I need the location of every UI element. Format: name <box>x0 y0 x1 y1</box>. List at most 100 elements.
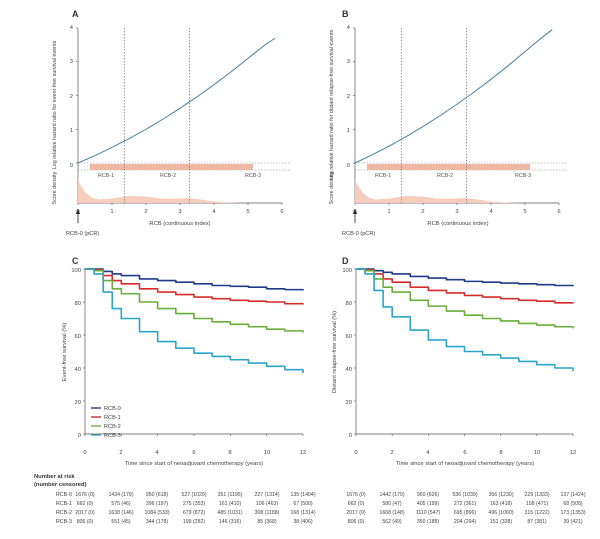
risk-cell-d: 1676 (0) <box>346 492 366 498</box>
panel-c-ytick-0: 0 <box>78 433 81 439</box>
panel-c-ytick-100: 100 <box>71 268 81 274</box>
panel-c-xtick-2: 2 <box>119 450 122 456</box>
risk-cell-c: 1676 (0) <box>75 492 95 498</box>
panel-a-hazard-curve <box>77 37 276 164</box>
panel-b-xtick-1: 1 <box>387 209 390 215</box>
risk-cell-c: 806 (0) <box>77 519 94 525</box>
legend-label-rcb0: RCB-0 <box>104 406 121 412</box>
panel-d-ylabel: Distant relapse-free survival (%) <box>332 311 338 394</box>
risk-cell-c: 146 (316) <box>219 519 241 525</box>
panel-d-curve-rcb2 <box>356 268 574 329</box>
panel-a-xtick-1: 1 <box>110 209 113 215</box>
risk-cell-d: 68 (508) <box>563 501 583 507</box>
risk-cell-c: 2017 (0) <box>75 510 95 516</box>
panel-b-ytick-3: 3 <box>347 59 350 65</box>
panel-a-score-density <box>78 178 242 203</box>
panel-a-xtick-2: 2 <box>144 209 147 215</box>
risk-cell-c: 85 (368) <box>257 519 277 525</box>
panel-b-xlabel: RCB (continuous index) <box>427 221 488 227</box>
risk-cell-c: 485 (1031) <box>217 510 242 516</box>
risk-cell-c: 1084 (533) <box>144 510 169 516</box>
risk-row-label-rcb2: RCB-2 <box>56 510 72 516</box>
panel-d-curve-rcb1 <box>356 268 574 304</box>
risk-cell-c: 551 (45) <box>111 519 131 525</box>
panel-c-curve-rcb0 <box>85 268 304 291</box>
panel-d-ytick-80: 80 <box>346 301 352 307</box>
risk-cell-d: 806 (0) <box>348 519 365 525</box>
risk-cell-c: 527 (1029) <box>181 492 206 498</box>
panel-c-ytick-80: 80 <box>75 301 81 307</box>
panel-c-xtick-4: 4 <box>155 450 159 456</box>
risk-cell-d: 137 (1424) <box>560 492 585 498</box>
risk-cell-d: 356 (1230) <box>488 492 513 498</box>
panel-c-ytick-60: 60 <box>75 334 81 340</box>
panel-a-ytick-4: 4 <box>70 25 74 31</box>
panel-d-xtick-labels: 0 2 4 6 8 10 12 <box>354 450 576 456</box>
panel-d-xtick-12: 12 <box>570 450 576 456</box>
panel-d: D Distant relapse-free survival (%) Time… <box>332 256 576 467</box>
risk-cell-d: 1668 (148) <box>379 510 404 516</box>
panel-d-ytick-40: 40 <box>346 367 352 373</box>
panel-a-rcb-band <box>89 164 254 170</box>
risk-cell-d: 272 (361) <box>454 501 476 507</box>
risk-table-title: Number at risk <box>34 474 75 480</box>
panel-b-xtick-2: 2 <box>421 209 424 215</box>
panel-c-xlabel: Time since start of neoadjuvant chemothe… <box>125 461 263 467</box>
risk-cell-c: 662 (0) <box>77 501 94 507</box>
risk-table: Number at risk (number censored) RCB-0 16… <box>34 474 586 525</box>
panel-b-pcr-label: RCB-0 (pCR) <box>342 231 375 237</box>
panel-a-ylabel: Log relative hazard ratio for event-free… <box>52 40 58 169</box>
risk-cell-d: 315 (1222) <box>524 510 549 516</box>
risk-cell-d: 229 (1333) <box>524 492 549 498</box>
panel-b-ytick-2: 2 <box>347 94 350 100</box>
risk-cell-d: 204 (294) <box>454 519 476 525</box>
panel-c-curve-rcb3 <box>85 268 304 373</box>
panel-b-score-density <box>355 178 519 203</box>
panel-b-ylabel: Log relative hazard ratio for distant re… <box>329 29 335 180</box>
panel-b-ytick-4: 4 <box>347 25 351 31</box>
panel-a-xtick-3: 3 <box>178 209 181 215</box>
panel-b-band-label-rcb3: RCB-3 <box>515 173 531 179</box>
panel-d-xtick-2: 2 <box>390 450 393 456</box>
risk-cell-d: 960 (626) <box>417 492 439 498</box>
chart-marks <box>76 27 574 436</box>
panel-c-ytick-40: 40 <box>75 367 81 373</box>
panel-b-xtick-3: 3 <box>455 209 458 215</box>
risk-cell-d: 695 (896) <box>454 510 476 516</box>
panel-b-ytick-0: 0 <box>347 163 350 169</box>
risk-cell-c: 308 (1188) <box>255 510 280 516</box>
panel-a-ytick-0: 0 <box>70 163 73 169</box>
panel-d-xtick-4: 4 <box>426 450 430 456</box>
panel-a-xtick-labels: 0 1 2 3 4 5 6 <box>76 209 283 215</box>
panel-c-xtick-8: 8 <box>228 450 231 456</box>
risk-cell-c: 1434 (179) <box>108 492 133 498</box>
panel-b-rcb-band <box>366 164 531 170</box>
panel-c-letter: C <box>72 256 79 266</box>
panel-c-ytick-20: 20 <box>75 400 81 406</box>
risk-cell-d: 1110 (547) <box>416 510 441 516</box>
risk-cell-d: 151 (328) <box>490 519 512 525</box>
panel-a-pcr-arrow-head <box>76 209 80 214</box>
panel-b-xtick-5: 5 <box>523 209 526 215</box>
panel-a-xtick-6: 6 <box>280 209 283 215</box>
panel-c-xtick-labels: 0 2 4 6 8 10 12 <box>83 450 306 456</box>
panel-c-ylabel: Event-free survival (%) <box>62 323 68 382</box>
panel-a-pcr-label: RCB-0 (pCR) <box>66 231 99 237</box>
risk-cell-c: 950 (618) <box>146 492 168 498</box>
risk-cell-d: 1442 (179) <box>379 492 404 498</box>
risk-cell-d: 39 (421) <box>563 519 583 525</box>
panel-c-xtick-10: 10 <box>264 450 270 456</box>
panel-c-curve-rcb1 <box>85 268 304 305</box>
risk-cell-c: 38 (406) <box>293 519 313 525</box>
panel-c-legend: RCB-0 RCB-1 RCB-2 RCB-3 <box>91 406 121 439</box>
panel-d-ytick-labels: 100 80 60 40 20 0 <box>342 268 352 439</box>
risk-row-label-rcb0: RCB-0 <box>56 492 72 498</box>
panel-a-band-label-rcb3: RCB-3 <box>245 173 261 179</box>
panel-b-ytick-labels: 4 3 2 1 0 <box>347 25 351 169</box>
risk-cell-c: 227 (1314) <box>254 492 279 498</box>
panel-b-pcr-arrow-head <box>353 209 357 214</box>
risk-cell-c: 106 (463) <box>256 501 278 507</box>
panel-d-ytick-0: 0 <box>349 433 352 439</box>
risk-cell-d: 405 (199) <box>417 501 439 507</box>
panel-a-band-label-rcb2: RCB-2 <box>160 173 176 179</box>
